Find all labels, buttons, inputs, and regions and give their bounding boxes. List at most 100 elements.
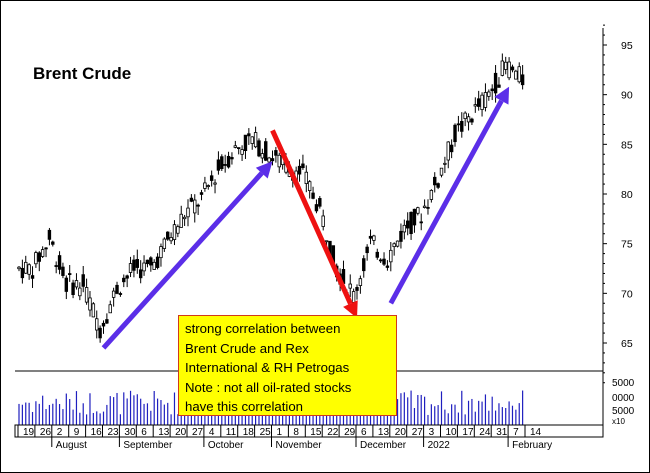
x-tick-label: 13 [378,427,390,438]
candle-body [375,251,379,258]
candle-body [17,266,21,270]
month-label: February [512,440,552,451]
candle-body [169,237,173,242]
candle-body [95,318,99,331]
volume-tick-label: 0000 [612,393,635,404]
x-tick-label: 19 [23,427,35,438]
correlation-note: strong correlation between Brent Crude a… [178,315,397,416]
volume-multiplier: x10 [612,417,625,426]
note-line: Note : not all oil-rated stocks [185,379,352,395]
candle-body [203,182,207,189]
candle-body [74,280,79,288]
x-tick-label: 1 [277,427,283,438]
candle-body [274,150,278,156]
candle-body [378,259,383,262]
candle-body [149,257,153,266]
x-tick-label: 6 [141,427,147,438]
candle-body [233,145,238,148]
candle-body [416,207,420,214]
candle-body [166,231,170,240]
candle-body [422,205,427,208]
candle-body [220,156,224,169]
candle-body [189,197,194,202]
x-tick-label: 24 [479,427,491,438]
month-label: August [56,440,87,451]
candle-body [409,211,413,235]
candle-body [84,287,89,303]
x-tick-label: 18 [243,427,255,438]
candle-body [365,246,369,254]
candle-body [172,224,177,240]
note-line: Brent Crude and Rex [185,340,309,356]
candle-body [321,215,325,227]
candle-body [47,229,52,240]
candle-body [385,265,390,268]
candle-body [250,136,254,144]
candle-body [500,60,505,76]
candle-body [253,132,258,148]
candle-body [240,149,244,155]
chart-title: Brent Crude [33,64,132,83]
candle-body [145,259,150,265]
candle-body [419,221,423,224]
candle-body [314,204,319,212]
candle-body [443,162,447,165]
candle-body [463,112,467,120]
candle-body [135,259,139,268]
month-label: November [276,440,323,451]
candle-body [91,303,96,318]
candle-body [247,133,251,137]
candle-body [30,275,35,279]
candle-body [243,134,248,152]
candle-body [216,159,221,171]
candle-body [68,273,72,275]
x-tick-label: 27 [412,427,424,438]
candle-body [318,198,322,207]
x-tick-label: 29 [344,427,356,438]
candle-body [40,249,45,257]
candle-body [395,240,400,247]
candle-body [182,216,187,220]
x-tick-label: 10 [446,427,458,438]
candle-body [493,72,498,94]
candle-body [426,206,430,209]
candle-body [439,167,444,176]
month-label: October [208,440,244,451]
candle-body [186,207,190,218]
candle-body [61,266,65,276]
candle-body [27,264,31,275]
trend-arrows [101,86,510,350]
y-tick-label: 80 [621,189,633,201]
candle-body [132,259,136,271]
candle-body [162,238,167,249]
candle-body [122,277,126,283]
candle-body [490,88,494,92]
candle-body [307,181,312,191]
candle-body [368,235,373,239]
y-tick-label: 95 [621,40,633,52]
candle-body [277,154,281,168]
candle-body [497,84,501,88]
candle-body [44,247,48,250]
candle-body [510,66,515,71]
candle-body [257,140,261,157]
candle-body [155,256,160,268]
candle-body [199,192,204,195]
x-tick-label: 16 [91,427,103,438]
x-tick-label: 17 [462,427,474,438]
candle-body [54,265,58,267]
trend-arrow-head [255,161,273,179]
candle-body [433,176,437,186]
y-tick-label: 65 [621,338,633,350]
candle-body [230,157,234,160]
x-tick-label: 31 [496,427,508,438]
candle-body [297,165,302,175]
x-tick-label: 2 [57,427,63,438]
x-tick-label: 9 [74,427,80,438]
candle-body [429,189,434,200]
candle-body [412,208,417,226]
y-tick-label: 75 [621,239,633,251]
candle-body [399,230,403,242]
